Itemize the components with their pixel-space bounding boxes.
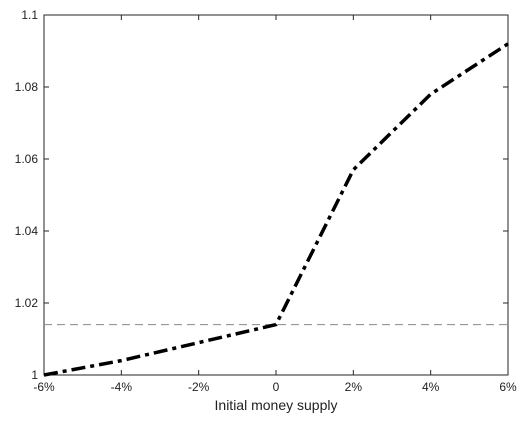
y-tick-label: 1 — [31, 368, 38, 382]
x-tick-label: 6% — [499, 380, 517, 394]
x-axis: -6% -4% -2% 0 2% 4% 6% — [33, 15, 517, 394]
y-tick-label: 1.04 — [15, 224, 39, 238]
x-tick-label: 0 — [273, 380, 280, 394]
y-tick-label: 1.1 — [21, 8, 38, 22]
x-tick-label: 4% — [422, 380, 440, 394]
x-tick-label: -4% — [111, 380, 133, 394]
y-tick-label: 1.08 — [15, 80, 39, 94]
x-tick-label: -6% — [33, 380, 55, 394]
x-tick-label: -2% — [188, 380, 210, 394]
y-axis: 1 1.02 1.04 1.06 1.08 1.1 — [15, 8, 508, 382]
x-axis-label: Initial money supply — [215, 397, 338, 413]
series-group — [43, 42, 509, 377]
plot-area — [43, 14, 509, 376]
series-line — [43, 42, 509, 377]
y-tick-label: 1.06 — [15, 152, 39, 166]
x-tick-label: 2% — [345, 380, 363, 394]
y-tick-label: 1.02 — [15, 296, 39, 310]
